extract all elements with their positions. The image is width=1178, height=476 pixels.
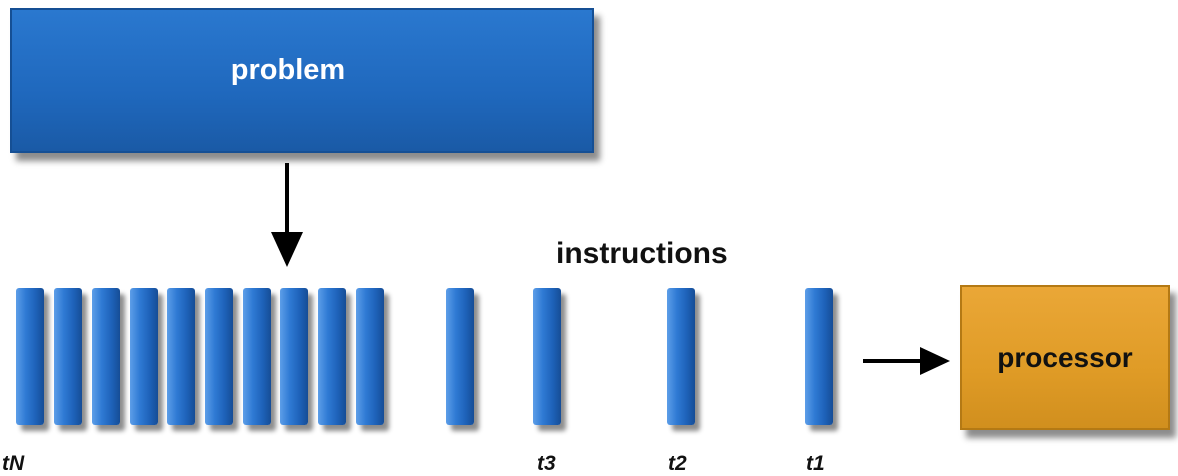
instruction-bar <box>280 288 308 425</box>
instruction-bar <box>205 288 233 425</box>
time-label-t3: t3 <box>537 452 556 475</box>
instruction-bar-t3 <box>533 288 561 425</box>
instruction-bar <box>92 288 120 425</box>
instruction-bar <box>356 288 384 425</box>
problem-box: problem <box>10 8 594 153</box>
time-label-tN: tN <box>2 452 25 475</box>
instruction-bar <box>243 288 271 425</box>
instruction-bar <box>446 288 474 425</box>
instruction-bar <box>54 288 82 425</box>
instruction-bar <box>167 288 195 425</box>
instruction-bar-t2 <box>667 288 695 425</box>
time-label-t1: t1 <box>806 452 825 475</box>
instruction-bar <box>130 288 158 425</box>
processor-label: processor <box>997 341 1133 373</box>
right-arrow <box>863 347 950 375</box>
instruction-bar <box>16 288 44 425</box>
down-arrow <box>271 163 303 267</box>
instruction-bar-t1 <box>805 288 833 425</box>
instructions-label: instructions <box>556 237 728 270</box>
problem-label: problem <box>230 54 346 86</box>
time-label-t2: t2 <box>668 452 687 475</box>
instruction-bar <box>318 288 346 425</box>
processor-box: processor <box>960 285 1170 430</box>
